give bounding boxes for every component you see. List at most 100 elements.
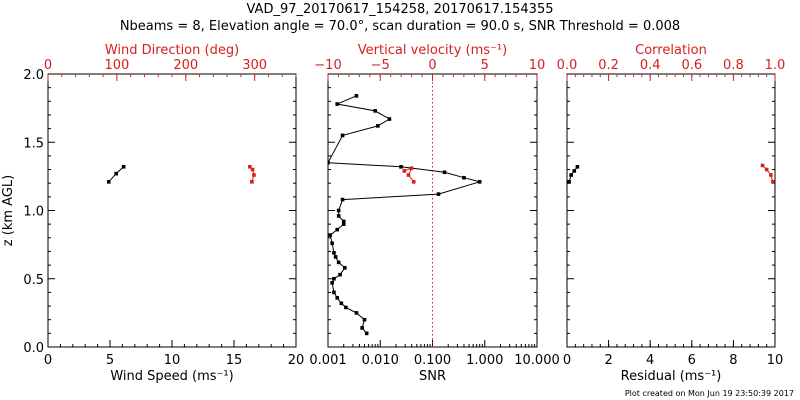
data-point (250, 180, 254, 184)
bottom-tick-label: 1.000 (466, 353, 503, 368)
data-point (335, 102, 340, 106)
wind-panel: 0 5 10 15 20 Wind Speed (ms⁻¹) 0 100 200 300Wind … (1, 43, 304, 384)
snr-panel: 0.001 0.010 0.100 1.000 10.000 SNR −10 −5 0 5 10 Ve… (309, 43, 559, 384)
data-point (354, 311, 359, 315)
series-wind-speed (106, 165, 126, 184)
y-tick-label: 0.5 (23, 273, 44, 288)
series-wind-direction (248, 165, 256, 184)
data-point (328, 233, 332, 237)
top-axis-label: Correlation (635, 43, 707, 58)
plot-frame (47, 73, 297, 348)
data-point (399, 165, 403, 169)
top-tick-label: 1.0 (765, 58, 786, 73)
bottom-tick-label: 8 (729, 353, 737, 368)
bottom-tick-label: 0.010 (362, 353, 399, 368)
bottom-tick-label: 0.001 (309, 353, 346, 368)
data-point (409, 166, 414, 170)
data-point (114, 171, 118, 176)
top-tick-label: −5 (371, 58, 390, 73)
data-point (462, 175, 466, 180)
top-tick-label: 0.4 (640, 58, 661, 73)
series-snr-profile (328, 94, 482, 336)
y-tick-label: 1.5 (23, 136, 44, 151)
data-point (411, 180, 416, 184)
series-vertical-velocity (402, 166, 416, 184)
data-point (332, 251, 336, 255)
data-point (252, 173, 256, 177)
data-point (575, 165, 580, 169)
plot-frame (566, 73, 776, 348)
data-point (376, 124, 380, 128)
data-point (340, 197, 345, 202)
y-tick-label: 0.0 (23, 341, 44, 356)
bottom-tick-label: 0.100 (414, 353, 451, 368)
data-point (364, 331, 369, 336)
series-line (404, 167, 415, 183)
data-point (336, 214, 341, 218)
data-point (250, 167, 255, 172)
top-tick-label: 0.2 (598, 58, 619, 73)
residual-panel: 0 2 4 6 8 10 Residual (ms⁻¹) 0.0 0.2 0.4 0.6 0.8 1.0… (557, 43, 786, 384)
plot-created-note: Plot created on Mon Jun 19 23:50:39 2017 (624, 389, 794, 398)
top-axis-label: Wind Direction (deg) (105, 43, 239, 58)
top-tick-label: 10 (529, 58, 546, 73)
data-point (436, 192, 441, 196)
bottom-tick-label: 2 (604, 353, 612, 368)
top-tick-label: −10 (314, 58, 341, 73)
top-tick-label: 300 (242, 58, 267, 73)
y-tick-label: 2.0 (23, 68, 44, 83)
bottom-tick-label: 5 (106, 353, 114, 368)
bottom-tick-label: 10.000 (514, 353, 560, 368)
data-point (442, 170, 447, 175)
data-point (328, 160, 330, 165)
data-point (344, 305, 348, 310)
data-point (336, 208, 341, 213)
figure-title: VAD_97_20170617_154258, 20170617.154355 (246, 2, 554, 17)
series-line (568, 166, 578, 182)
data-point (332, 290, 336, 295)
data-point (477, 180, 482, 184)
data-point (373, 109, 377, 113)
bottom-tick-label: 0 (563, 353, 571, 368)
data-point (387, 117, 392, 121)
data-point (341, 222, 346, 226)
top-tick-label: 100 (104, 58, 129, 73)
data-point (340, 133, 345, 138)
data-point (764, 167, 769, 172)
bottom-tick-label: 10 (767, 353, 784, 368)
data-point (121, 165, 126, 169)
data-point (569, 173, 573, 177)
data-point (760, 163, 765, 168)
top-tick-label: 0 (44, 58, 52, 73)
data-point (106, 180, 111, 184)
bottom-axis-label: Residual (ms⁻¹) (621, 369, 722, 384)
data-point (336, 260, 341, 265)
bottom-tick-label: 15 (226, 353, 243, 368)
data-point (402, 169, 407, 173)
bottom-tick-label: 4 (646, 353, 654, 368)
data-point (343, 266, 347, 270)
bottom-tick-label: 6 (688, 353, 696, 368)
top-tick-label: 0.8 (723, 58, 744, 73)
data-point (335, 227, 340, 232)
series-line (328, 95, 482, 334)
data-point (769, 173, 773, 177)
bottom-axis-label: Wind Speed (ms⁻¹) (110, 369, 233, 384)
figure-subtitle: Nbeams = 8, Elevation angle = 70.0°, sca… (119, 19, 681, 34)
series-line (762, 165, 774, 182)
bottom-tick-label: 0 (44, 353, 52, 368)
data-point (338, 272, 342, 277)
top-tick-label: 0 (428, 58, 436, 73)
data-point (332, 276, 336, 281)
y-tick-label: 1.0 (23, 205, 44, 220)
data-point (330, 241, 334, 246)
top-tick-label: 200 (173, 58, 198, 73)
data-point (572, 169, 577, 173)
series-correlation (760, 163, 775, 184)
top-axis-label: Vertical velocity (ms⁻¹) (358, 43, 507, 58)
bottom-tick-label: 20 (288, 353, 305, 368)
data-point (362, 317, 367, 322)
data-point (339, 301, 344, 306)
top-tick-label: 0.0 (557, 58, 578, 73)
